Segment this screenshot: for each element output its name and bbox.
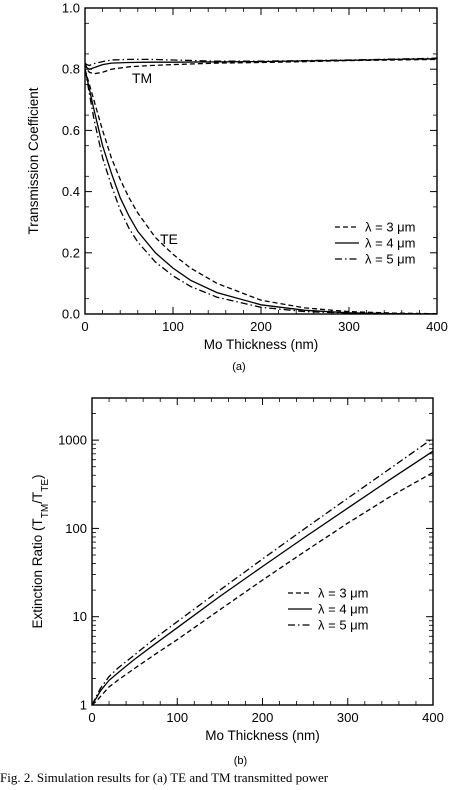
x-tick-label: 0	[81, 319, 88, 334]
x-tick-label: 0	[88, 710, 95, 725]
series-line-solid	[92, 450, 433, 705]
x-tick-label: 100	[162, 319, 184, 334]
legend-label: λ = 4 μm	[365, 236, 415, 251]
y-axis-label-subscript: TE	[40, 479, 51, 492]
x-tick-label: 100	[166, 710, 188, 725]
y-tick-label: 1000	[58, 433, 87, 448]
y-tick-label: 1	[80, 698, 87, 713]
y-axis-label: Extinction Ratio (TTM/TTE)	[30, 474, 51, 628]
y-tick-label: 100	[65, 521, 87, 536]
y-tick-label: 0.2	[62, 245, 80, 260]
x-tick-label: 400	[422, 710, 444, 725]
series-line-te-solid	[85, 69, 437, 314]
series-line-dashdot	[92, 437, 433, 705]
figure-caption: Fig. 2. Simulation results for (a) TE an…	[0, 770, 329, 785]
annotation-tm: TM	[132, 70, 152, 86]
series-line-te-dashdot	[85, 69, 437, 314]
x-tick-label: 300	[338, 319, 360, 334]
y-axis-label: Transmission Coefficient	[26, 87, 41, 234]
y-tick-label: 0.4	[62, 184, 80, 199]
series-line-dashed	[92, 471, 433, 705]
y-axis-label-part: )	[30, 474, 45, 479]
panel-label: (b)	[234, 755, 247, 767]
plot-frame	[84, 7, 438, 315]
plot-frame	[91, 397, 434, 706]
legend-label: λ = 4 μm	[318, 602, 368, 617]
chart-panel-a: 0 100 200 300 400 0.0 0.2 0.4 0.6 0.8 1.0 TM TE λ = 3…	[26, 1, 448, 374]
series-line-tm-dashdot	[85, 57, 437, 67]
annotation-te: TE	[160, 231, 178, 247]
legend-label: λ = 3 μm	[365, 220, 415, 235]
x-axis-label: Mo Thickness (nm)	[204, 337, 319, 352]
y-tick-label: 10	[73, 609, 87, 624]
series-line-te-dashed	[85, 69, 437, 314]
y-axis-label-part: /T	[30, 492, 45, 504]
y-tick-label: 0.0	[62, 307, 80, 322]
x-tick-label: 400	[426, 319, 448, 334]
y-axis-label-subscript: TM	[40, 504, 51, 518]
x-tick-label: 300	[337, 710, 359, 725]
y-axis-label-part: Extinction Ratio (T	[30, 518, 45, 628]
y-tick-label: 1.0	[62, 1, 80, 16]
chart-panel-b: 0 100 200 300 400 1 10 100 1000 λ = 3 μmλ = 4 μmλ…	[30, 397, 444, 767]
x-tick-label: 200	[250, 319, 272, 334]
legend-label: λ = 3 μm	[318, 586, 368, 601]
panel-label: (a)	[232, 361, 245, 373]
legend-label: λ = 5 μm	[318, 618, 368, 633]
legend-label: λ = 5 μm	[365, 252, 415, 267]
y-tick-label: 0.6	[62, 123, 80, 138]
y-tick-label: 0.8	[62, 62, 80, 77]
x-tick-label: 200	[252, 710, 274, 725]
x-axis-label: Mo Thickness (nm)	[205, 728, 320, 743]
